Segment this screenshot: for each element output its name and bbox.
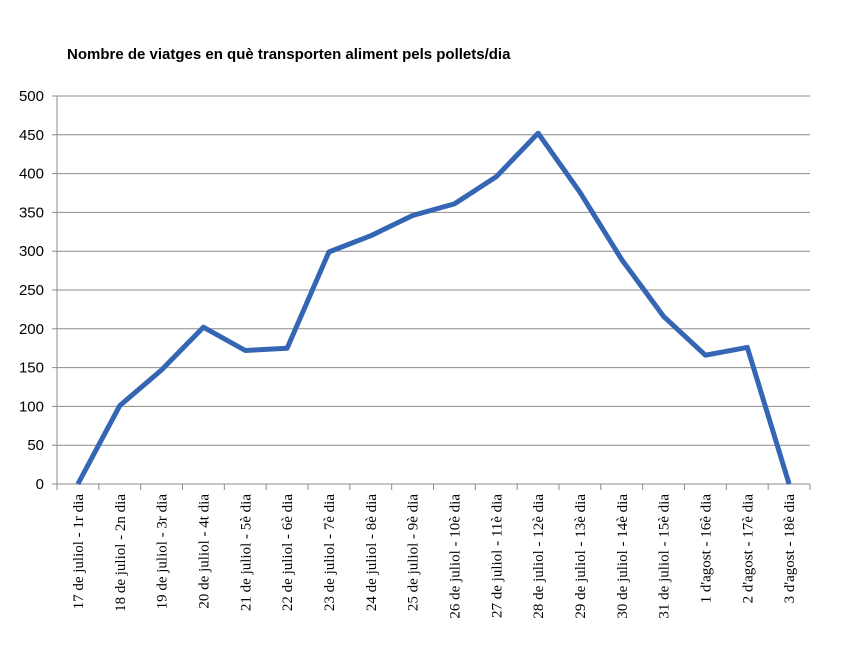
y-tick-label: 200 xyxy=(19,321,44,338)
x-tick-label: 31 de juliol - 15è dia xyxy=(657,494,673,619)
y-tick-label: 50 xyxy=(27,437,44,454)
x-tick-label: 21 de juliol - 5è dia xyxy=(238,494,254,611)
x-tick-label: 17 de juliol - 1r dia xyxy=(71,494,87,610)
x-tick-label: 19 de juliol - 3r dia xyxy=(155,494,171,610)
x-tick-label: 24 de juliol - 8è dia xyxy=(364,494,380,611)
x-tick-label: 18 de juliol - 2n dia xyxy=(113,494,129,612)
y-tick-label: 400 xyxy=(19,166,44,183)
y-tick-label: 0 xyxy=(36,476,44,493)
x-tick-label: 29 de juliol - 13è dia xyxy=(573,494,589,619)
y-tick-label: 500 xyxy=(19,88,44,105)
x-tick-label: 22 de juliol - 6è dia xyxy=(280,494,296,611)
chart-title: Nombre de viatges en què transporten ali… xyxy=(67,46,511,63)
series-line xyxy=(75,130,792,486)
axes xyxy=(52,95,811,490)
x-tick-label: 25 de juliol - 9è dia xyxy=(406,494,422,611)
x-tick-label: 28 de juliol - 12è dia xyxy=(531,494,547,619)
y-tick-labels: 0 50 100 150 200 250 300 350 400 450 500 xyxy=(19,88,44,493)
y-tick-label: 350 xyxy=(19,204,44,221)
series-layer xyxy=(75,130,792,486)
y-tick-label: 450 xyxy=(19,127,44,144)
x-tick-labels: 17 de juliol - 1r dia 18 de juliol - 2n d… xyxy=(71,494,798,619)
y-tick-label: 100 xyxy=(19,398,44,415)
x-tick-label: 26 de juliol - 10è dia xyxy=(447,494,463,619)
x-tick-label: 3 d'agost - 18è dia xyxy=(782,494,798,604)
x-tick-label: 30 de juliol - 14è dia xyxy=(615,494,631,619)
x-tick-label: 27 de juliol - 11è dia xyxy=(489,494,505,618)
y-tick-label: 300 xyxy=(19,243,44,260)
x-tick-label: 20 de juliol - 4t dia xyxy=(196,494,212,609)
y-tick-label: 150 xyxy=(19,360,44,377)
gridlines xyxy=(57,95,810,446)
x-tick-label: 2 d'agost - 17è dia xyxy=(740,494,756,604)
x-tick-label: 1 d'agost - 16è dia xyxy=(698,494,714,604)
y-tick-label: 250 xyxy=(19,282,44,299)
x-tick-label: 23 de juliol - 7è dia xyxy=(322,494,338,611)
